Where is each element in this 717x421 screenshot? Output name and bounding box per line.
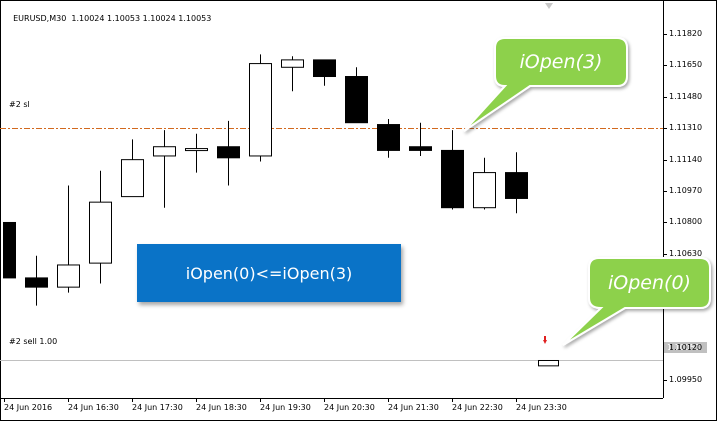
callout-open0-text: iOpen(0) [608, 272, 691, 294]
time-tick-label: 24 Jun 16:30 [68, 403, 119, 412]
candle [249, 54, 272, 162]
price-tick-label: 1.10120 [669, 342, 703, 352]
candle-body [281, 59, 304, 68]
candle [153, 130, 176, 208]
candle [185, 133, 208, 173]
price-tick-label: 1.10800 [669, 216, 703, 226]
candle [89, 170, 112, 284]
callout-open3-text: iOpen(3) [519, 51, 603, 73]
candle-body [538, 359, 559, 367]
time-tick-label: 24 Jun 17:30 [132, 403, 183, 412]
price-tick-label: 1.09950 [669, 374, 703, 384]
time-tick-label: 24 Jun 2016 [4, 403, 53, 412]
price-tick-label: 1.11310 [669, 122, 703, 132]
candle-body [185, 148, 208, 152]
chart-header: EURUSD,M30 1.10024 1.10053 1.10024 1.100… [8, 5, 211, 23]
candle [441, 130, 464, 210]
candle-body [121, 159, 144, 198]
sell-level-label: #2 sell 1.00 [9, 337, 58, 346]
candle-body [89, 201, 112, 264]
time-ticks [4, 398, 517, 402]
candle [25, 255, 48, 306]
candle-body [3, 221, 16, 279]
candle [377, 119, 400, 158]
price-tick-label: 1.11140 [669, 154, 703, 164]
candle [505, 152, 528, 214]
candle-body [249, 63, 272, 157]
callout-open3-bubble [463, 37, 628, 132]
candle [121, 139, 144, 198]
candle [345, 67, 368, 124]
candle-body [25, 277, 48, 288]
candle [281, 56, 304, 92]
candle-body [505, 172, 528, 199]
candle-body [153, 146, 176, 157]
time-tick-label: 24 Jun 20:30 [324, 403, 375, 412]
time-tick-label: 24 Jun 19:30 [260, 403, 311, 412]
time-tick-label: 24 Jun 18:30 [196, 403, 247, 412]
time-tick-label: 24 Jun 23:30 [516, 403, 567, 412]
candle-body [57, 264, 80, 288]
time-tick-label: 24 Jun 21:30 [388, 403, 439, 412]
candle-body [377, 124, 400, 151]
candle-body [441, 149, 464, 209]
price-tick-label: 1.11650 [669, 59, 703, 69]
candle-body [409, 146, 432, 151]
price-tick-label: 1.10630 [669, 248, 703, 258]
candles-group [3, 54, 559, 367]
candle-body [345, 76, 368, 124]
price-tick-label: 1.11820 [669, 28, 703, 38]
scroll-marker-icon [545, 3, 553, 9]
time-tick-label: 24 Jun 22:30 [452, 403, 503, 412]
price-tick-label: 1.11480 [669, 91, 703, 101]
callout-open0-bubble [562, 257, 711, 346]
sell-arrow-icon [543, 340, 547, 344]
condition-annotation: iOpen(0)<=iOpen(3) [137, 244, 401, 302]
candle [313, 59, 336, 86]
candle [538, 359, 559, 367]
candle [3, 221, 16, 279]
candle-body [473, 172, 496, 209]
ohlc-values: 1.10024 1.10053 1.10024 1.10053 [71, 14, 212, 23]
current-price-tag: 1.10053 [664, 342, 707, 353]
candle [409, 122, 432, 156]
candle-body [313, 59, 336, 78]
sl-level-label: #2 sl [9, 100, 30, 109]
candle [473, 157, 496, 210]
candle [217, 120, 240, 186]
candle-body [217, 146, 240, 159]
price-tick-label: 1.10970 [669, 185, 703, 195]
symbol-label: EURUSD,M30 [13, 14, 67, 23]
candle [57, 185, 80, 293]
